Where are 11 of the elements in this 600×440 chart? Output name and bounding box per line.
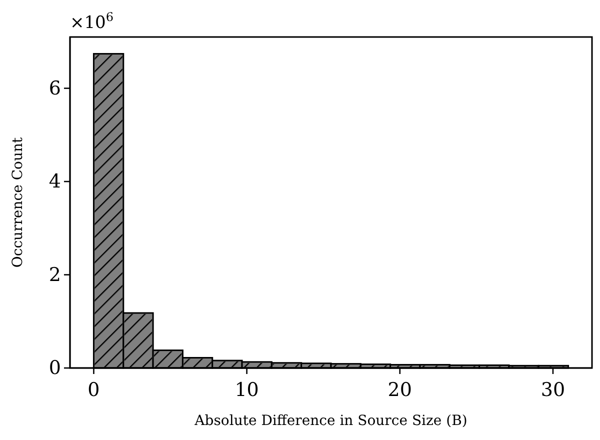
y-tick-label: 2 <box>48 264 61 286</box>
x-axis-title: Absolute Difference in Source Size (B) <box>194 413 468 429</box>
x-tick-label: 0 <box>88 379 100 401</box>
x-tick-label: 10 <box>234 379 259 401</box>
text: ×10$^{6}$ <box>70 10 114 33</box>
x-tick-label: 20 <box>388 379 412 401</box>
y-tick-label: 4 <box>48 170 61 193</box>
y-tick-label: 6 <box>48 77 61 100</box>
y-axis-title: Occurrence Count <box>10 137 26 268</box>
x-tick-label: 30 <box>540 379 566 401</box>
y-tick-label: 0 <box>48 357 61 380</box>
